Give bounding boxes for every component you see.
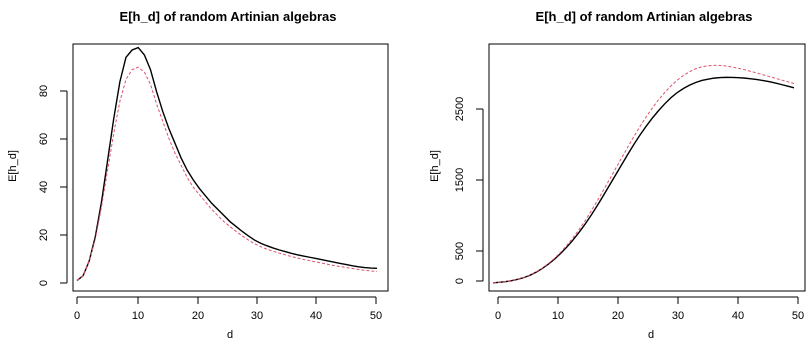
chart-1-x-tick-label: 20 [192,310,204,322]
chart-2-x-tick-label: 10 [552,310,564,322]
chart-1-x-tick-label: 10 [132,310,144,322]
chart-1-y-tick-label: 40 [38,181,50,193]
chart-1-title: E[h_d] of random Artinian algebras [120,9,337,24]
chart-2-solid-series-line [492,76,795,284]
chart-1-y-tick-label: 0 [38,280,50,286]
chart-2-x-tick-label: 40 [732,310,744,322]
chart-2-y-axis-label: E[h_d] [429,150,441,182]
chart-1-y-tick-label: 20 [38,229,50,241]
chart-2-x-axis-label: d [648,329,654,341]
chart-2-plot-frame [488,43,806,292]
chart-2-y-tick-label: 0 [454,278,466,284]
chart-2-title: E[h_d] of random Artinian algebras [536,9,753,24]
chart-1-y-tick-label: 80 [38,85,50,97]
chart-1-dashed-series-line [76,66,378,281]
chart-1-y-tick-label: 60 [38,133,50,145]
chart-1-x-tick-label: 30 [251,310,263,322]
chart-1-x-tick-label: 40 [310,310,322,322]
chart-1-x-tick-label: 50 [370,310,382,322]
chart-1-plot-frame [72,43,389,292]
chart-1-y-axis-label: E[h_d] [7,150,19,182]
chart-2-dashed-series-line [492,64,795,284]
chart-1-x-axis-label: d [227,329,233,341]
chart-2-x-tick-label: 30 [672,310,684,322]
chart-2-y-tick-label: 1500 [454,168,466,192]
chart-1-x-tick-label: 0 [74,310,80,322]
chart-2-x-tick-label: 20 [612,310,624,322]
chart-2-y-tick-label: 2500 [454,97,466,121]
chart-2-x-tick-label: 50 [792,310,804,322]
chart-2-x-tick-label: 0 [495,310,501,322]
chart-1-solid-series-line [76,46,378,282]
chart-2-y-tick-label: 500 [454,242,466,260]
